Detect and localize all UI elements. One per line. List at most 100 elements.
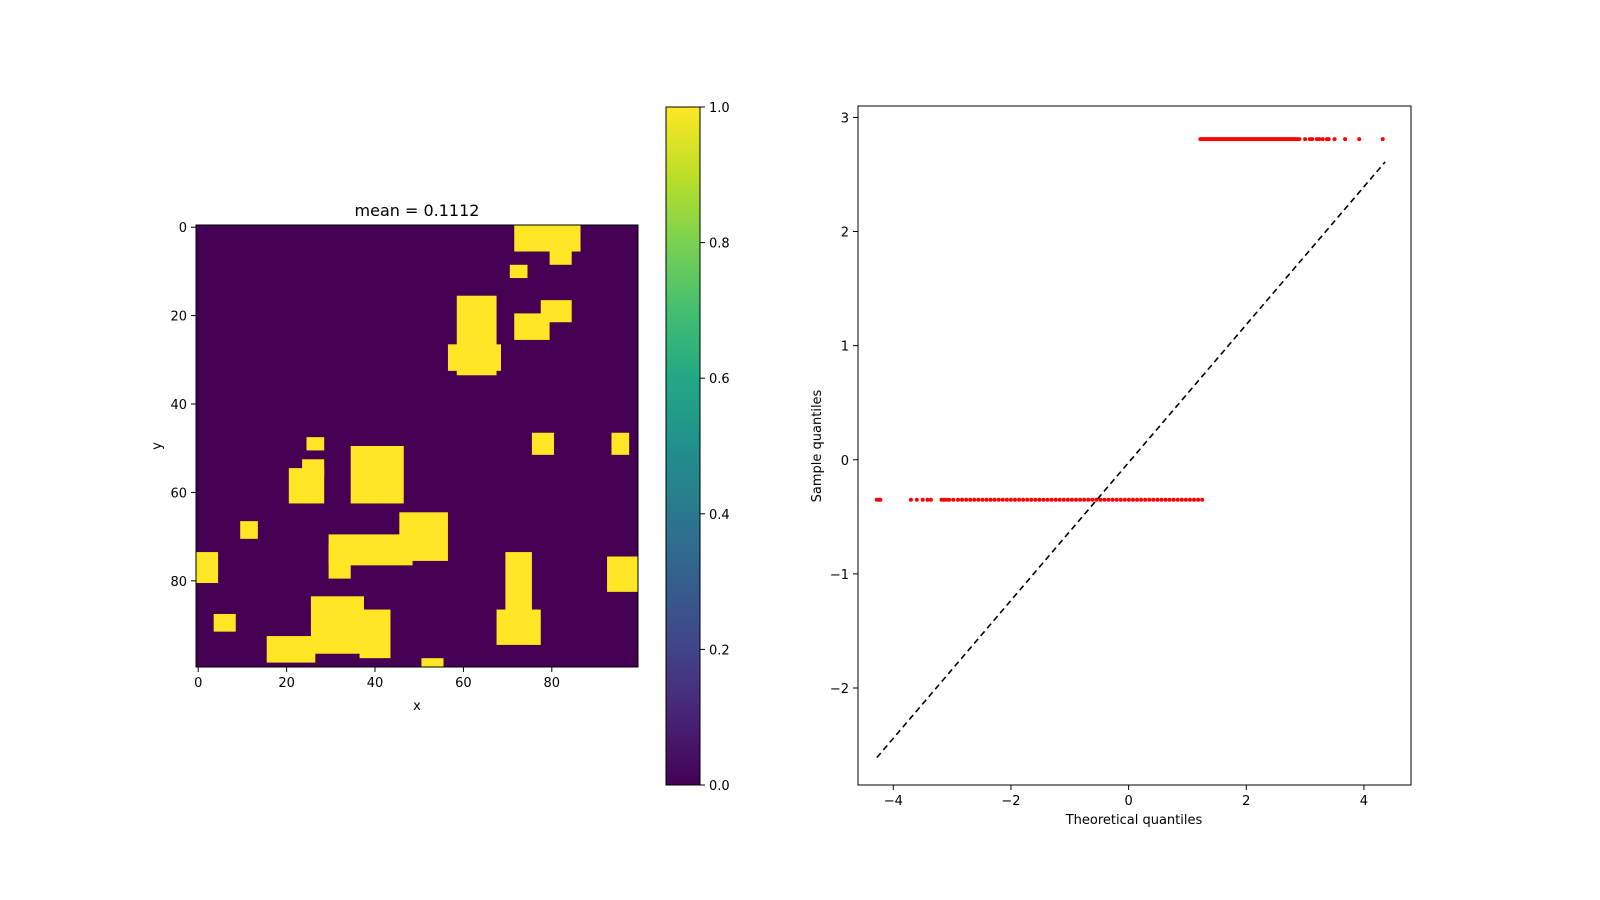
qq-point <box>1196 497 1201 502</box>
qq-point <box>1343 137 1348 142</box>
qq-x-tick-label: 2 <box>1242 794 1250 809</box>
colorbar-tick-label: 0.2 <box>709 643 730 658</box>
colorbar: 0.0 0.2 0.4 0.6 0.8 1.0 <box>665 101 730 794</box>
qq-point <box>992 497 997 502</box>
qq-x-label: Theoretical quantiles <box>1065 813 1203 828</box>
colorbar-tick-label: 1.0 <box>709 101 730 116</box>
qq-y-tick-label: 0 <box>841 454 849 469</box>
qq-y-tick-label: 2 <box>841 226 849 241</box>
colorbar-gradient <box>665 106 701 786</box>
qq-y-axis: −2 −1 0 1 2 3 <box>830 111 858 697</box>
qq-point <box>1326 137 1331 142</box>
qq-point <box>1090 497 1095 502</box>
qq-point <box>1102 497 1107 502</box>
qq-point <box>980 497 985 502</box>
qq-point <box>1297 137 1302 142</box>
heatmap-frame <box>195 224 639 668</box>
heatmap-region <box>421 658 444 667</box>
heatmap-region <box>328 543 351 579</box>
heatmap-region <box>509 264 528 279</box>
qq-point <box>1122 497 1127 502</box>
qq-x-tick-label: −2 <box>1001 794 1020 809</box>
qq-point <box>1303 137 1308 142</box>
qq-point <box>920 497 925 502</box>
qq-point <box>968 497 973 502</box>
qq-point <box>1155 497 1160 502</box>
qq-y-label: Sample quantiles <box>810 389 825 502</box>
heatmap-background <box>196 225 638 667</box>
qq-point <box>1082 497 1087 502</box>
qq-point <box>1118 497 1123 502</box>
qq-point <box>914 497 919 502</box>
heatmap-y-label: y <box>150 442 165 450</box>
qq-point <box>976 497 981 502</box>
heatmap-title: mean = 0.1112 <box>355 201 480 220</box>
qq-point <box>984 497 989 502</box>
qq-point <box>1167 497 1172 502</box>
qq-point <box>1139 497 1144 502</box>
qq-frame <box>857 105 1412 786</box>
qq-point <box>925 497 930 502</box>
qq-point <box>1065 497 1070 502</box>
qq-point <box>951 497 956 502</box>
heatmap-x-tick-label: 40 <box>367 676 384 691</box>
heatmap-y-tick-label: 0 <box>179 221 187 236</box>
qq-plot-panel: −4 −2 0 2 4 −2 −1 0 1 2 3 Theoretical quantiles S… <box>810 105 1412 828</box>
qq-point <box>1187 497 1192 502</box>
qq-point <box>1332 137 1337 142</box>
qq-point <box>1078 497 1083 502</box>
qq-point <box>1069 497 1074 502</box>
qq-point <box>1151 497 1156 502</box>
qq-x-tick-label: 0 <box>1124 794 1132 809</box>
qq-y-tick-label: 3 <box>841 111 849 126</box>
heatmap-y-tick-label: 40 <box>170 398 187 413</box>
heatmap-region <box>496 609 541 645</box>
qq-point <box>1171 497 1176 502</box>
colorbar-tick-label: 0.4 <box>709 508 730 523</box>
qq-point <box>1012 497 1017 502</box>
qq-point <box>1175 497 1180 502</box>
qq-point <box>1147 497 1152 502</box>
qq-point <box>1008 497 1013 502</box>
qq-point <box>1041 497 1046 502</box>
heatmap-x-label: x <box>413 699 421 714</box>
qq-point <box>1074 497 1079 502</box>
qq-point <box>1004 497 1009 502</box>
heatmap-region <box>399 512 448 561</box>
qq-point <box>1086 497 1091 502</box>
qq-point <box>928 497 933 502</box>
heatmap-region <box>607 556 638 592</box>
qq-point <box>1114 497 1119 502</box>
heatmap-y-axis: 0 20 40 60 80 <box>170 221 196 590</box>
heatmap-x-tick-label: 20 <box>278 676 295 691</box>
heatmap-region <box>447 344 501 371</box>
qq-point <box>944 497 949 502</box>
qq-point <box>1053 497 1058 502</box>
colorbar-tick-label: 0.8 <box>709 237 730 252</box>
qq-point <box>1033 497 1038 502</box>
qq-point <box>972 497 977 502</box>
heatmap-cells <box>196 225 638 667</box>
qq-point <box>1135 497 1140 502</box>
qq-y-tick-label: −2 <box>830 682 849 697</box>
qq-point <box>1357 137 1362 142</box>
heatmap-region <box>540 300 572 323</box>
heatmap-region <box>266 636 316 663</box>
heatmap-y-tick-label: 80 <box>170 575 187 590</box>
qq-y-tick-label: 1 <box>841 340 849 355</box>
qq-point <box>960 497 965 502</box>
qq-point <box>964 497 969 502</box>
heatmap-x-axis: 0 20 40 60 80 <box>194 667 560 691</box>
heatmap-region <box>549 247 572 265</box>
qq-point <box>1380 137 1385 142</box>
heatmap-panel: mean = 0.1112 0 20 40 60 80 0 20 40 60 80 x y <box>150 201 639 714</box>
qq-x-axis: −4 −2 0 2 4 <box>884 785 1368 809</box>
qq-point <box>1159 497 1164 502</box>
heatmap-y-tick-label: 60 <box>170 486 187 501</box>
qq-point <box>1029 497 1034 502</box>
qq-point <box>1200 497 1205 502</box>
heatmap-region <box>213 613 236 632</box>
heatmap-region <box>531 432 555 455</box>
qq-point <box>1106 497 1111 502</box>
